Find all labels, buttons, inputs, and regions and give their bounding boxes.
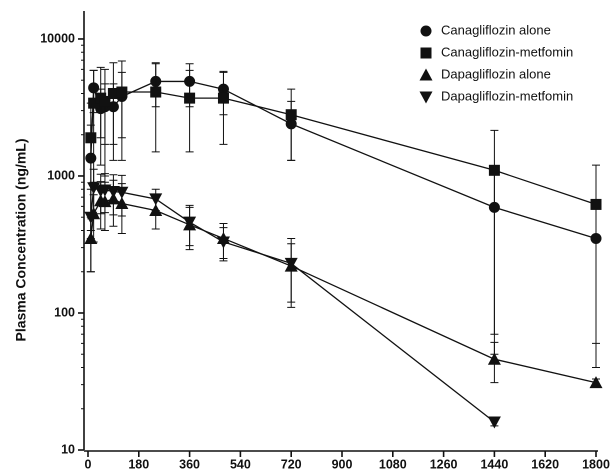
data-point (115, 186, 129, 199)
legend-label: Dapagliflozin alone (441, 66, 551, 81)
x-tick-label: 1440 (480, 457, 508, 471)
error-bar (219, 71, 228, 145)
data-point (107, 87, 119, 99)
error-bar (490, 129, 499, 355)
x-tick-label: 1080 (379, 457, 407, 471)
x-tick-label: 360 (179, 457, 200, 471)
x-tick-label: 0 (85, 457, 92, 471)
y-tick-label: 10 (61, 442, 75, 456)
data-point (217, 92, 229, 104)
data-point (85, 132, 97, 144)
data-point (183, 216, 197, 229)
series-line (90, 91, 597, 206)
data-point (488, 164, 500, 176)
error-bar (287, 237, 296, 308)
error-bar (287, 88, 296, 161)
data-point (284, 257, 298, 270)
legend-label: Canagliflozin-metfomin (441, 44, 573, 59)
error-bar (100, 68, 109, 177)
error-bar (96, 66, 105, 166)
x-tick-label: 1260 (430, 457, 458, 471)
data-point (487, 352, 501, 365)
series-line (90, 198, 597, 384)
x-tick-label: 720 (281, 457, 302, 471)
x-tick-label: 1800 (582, 457, 610, 471)
x-tick-label: 540 (230, 457, 251, 471)
data-point (99, 95, 111, 107)
error-bar (151, 62, 160, 153)
y-tick-label: 10000 (40, 31, 75, 45)
error-bar (109, 62, 118, 161)
data-point (589, 376, 603, 389)
data-point (487, 416, 501, 429)
data-point (88, 97, 100, 109)
y-tick-label: 1000 (47, 168, 75, 182)
data-point (184, 92, 196, 104)
y-tick-label: 100 (54, 305, 75, 319)
legend-label: Dapagliflozin-metfomin (441, 88, 573, 103)
y-axis-label: Plasma Concentration (ng/mL) (13, 138, 29, 341)
legend-marker (419, 91, 433, 104)
data-point (116, 86, 128, 98)
legend-marker (419, 68, 433, 81)
data-point (216, 236, 230, 249)
x-tick-label: 1620 (531, 457, 559, 471)
data-point (149, 193, 163, 206)
error-bar (185, 69, 194, 153)
legend-marker (420, 47, 432, 59)
data-point (150, 86, 162, 98)
legend-marker (420, 25, 432, 37)
error-bar (117, 60, 126, 161)
data-point (590, 198, 602, 210)
series-line (90, 186, 495, 423)
x-tick-label: 180 (128, 457, 149, 471)
x-tick-label: 900 (332, 457, 353, 471)
error-bar (592, 164, 600, 369)
data-point (285, 109, 297, 121)
data-point (84, 211, 98, 224)
legend-label: Canagliflozin alone (441, 22, 551, 37)
